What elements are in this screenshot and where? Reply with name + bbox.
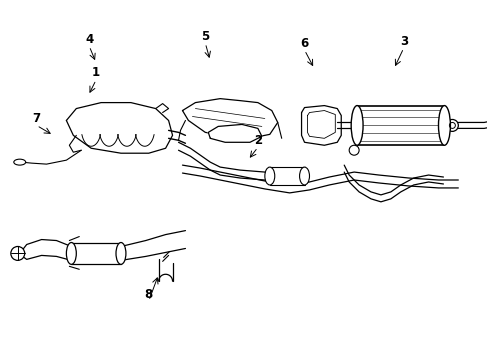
Polygon shape <box>208 125 262 142</box>
Ellipse shape <box>66 243 76 264</box>
Circle shape <box>11 247 25 260</box>
Polygon shape <box>307 111 335 138</box>
Text: 6: 6 <box>300 37 308 50</box>
Polygon shape <box>71 243 121 264</box>
Text: 5: 5 <box>201 30 209 42</box>
Ellipse shape <box>350 105 362 145</box>
Polygon shape <box>66 103 172 153</box>
Text: 3: 3 <box>399 35 407 48</box>
Ellipse shape <box>299 167 309 185</box>
Ellipse shape <box>264 167 274 185</box>
Circle shape <box>348 145 358 155</box>
Text: 2: 2 <box>253 134 262 147</box>
Ellipse shape <box>116 243 126 264</box>
Polygon shape <box>182 99 277 138</box>
Ellipse shape <box>438 105 449 145</box>
Polygon shape <box>301 105 341 145</box>
Polygon shape <box>269 167 304 185</box>
Text: 8: 8 <box>144 288 153 301</box>
Polygon shape <box>356 105 444 145</box>
Text: 7: 7 <box>33 112 41 125</box>
Ellipse shape <box>14 159 26 165</box>
Circle shape <box>446 120 457 131</box>
Text: 1: 1 <box>92 66 100 79</box>
Text: 4: 4 <box>85 33 93 46</box>
